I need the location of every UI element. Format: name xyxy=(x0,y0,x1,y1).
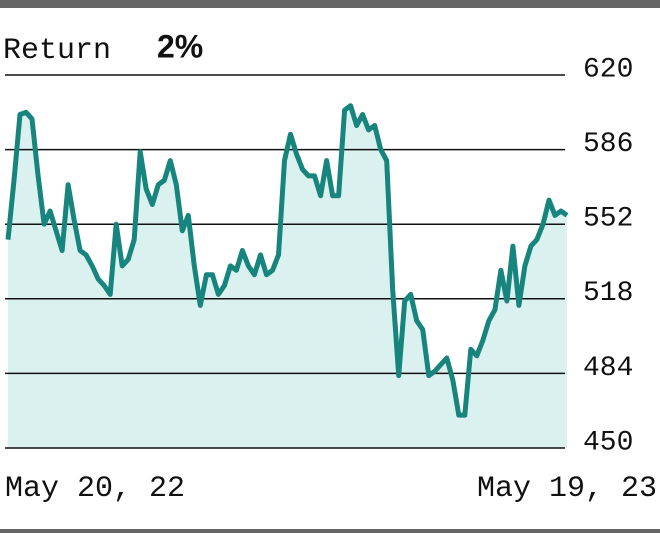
y-tick-label: 484 xyxy=(583,353,633,384)
top-border xyxy=(0,0,660,8)
y-tick-label: 620 xyxy=(583,54,633,85)
x-tick-label: May 19, 23 xyxy=(477,472,657,506)
y-tick-label: 450 xyxy=(583,427,633,458)
line xyxy=(5,103,569,418)
x-tick-label: May 20, 22 xyxy=(5,472,185,506)
chart-title: Return xyxy=(3,34,111,68)
title-value: 2% xyxy=(157,28,203,64)
y-tick-label: 518 xyxy=(583,278,633,309)
bottom-border xyxy=(0,529,660,533)
y-tick-label: 552 xyxy=(583,204,633,235)
y-tick-label: 586 xyxy=(583,129,633,160)
area xyxy=(8,105,567,448)
